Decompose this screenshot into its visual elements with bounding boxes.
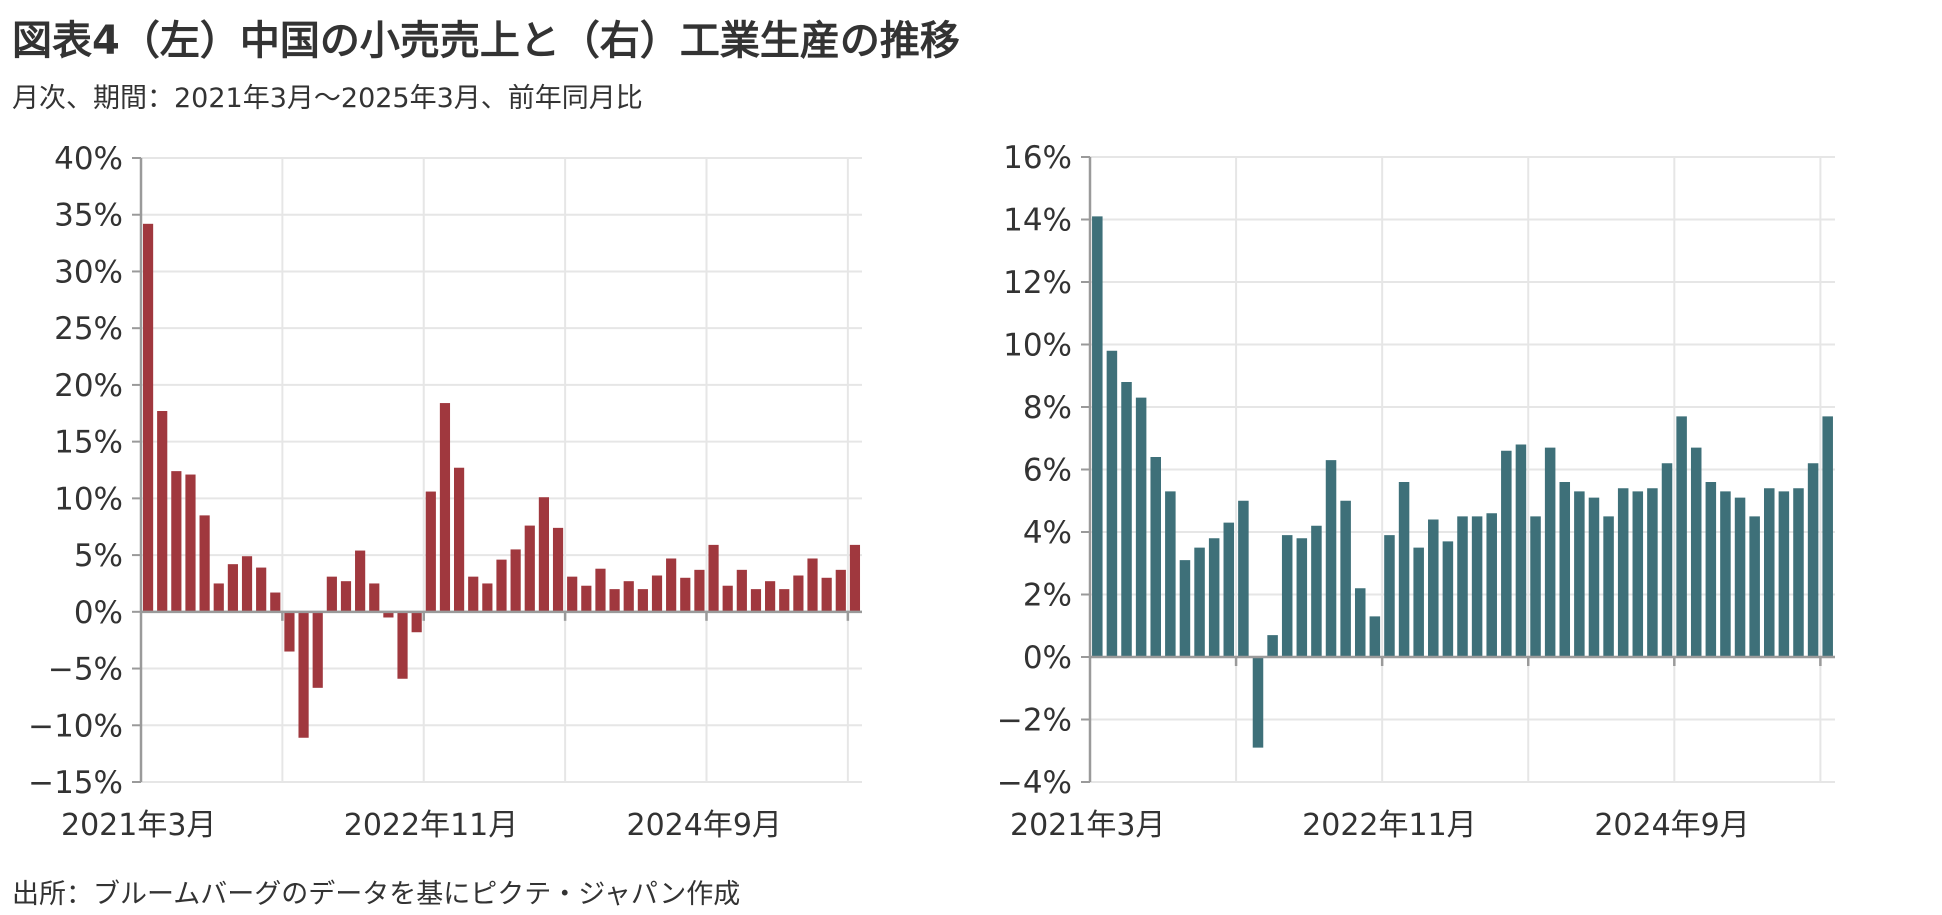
retail-bar — [567, 576, 578, 612]
retail-bar — [581, 585, 592, 612]
retail-bar — [538, 497, 550, 612]
retail-bar — [637, 589, 648, 612]
retail-bar — [807, 558, 818, 612]
retail-bar — [199, 515, 210, 612]
retail-bar — [312, 611, 323, 688]
retail-bar — [623, 581, 634, 612]
retail-bar — [722, 585, 733, 612]
retail-bar — [355, 550, 366, 612]
source-note: 出所：ブルームバーグのデータを基にピクテ・ジャパン作成 — [12, 879, 741, 910]
retail-bar — [468, 576, 479, 612]
retail-x-tick-label: 2022年11月 — [344, 808, 519, 843]
retail-bar — [680, 577, 691, 612]
retail-bar — [496, 559, 507, 612]
retail-bar — [835, 569, 846, 612]
retail-x-tick-label: 2024年9月 — [626, 808, 781, 843]
retail-bar — [694, 569, 705, 612]
retail-bar — [241, 556, 253, 612]
retail-bar — [284, 611, 295, 652]
retail-y-tick-label: −5% — [48, 652, 123, 688]
retail-bar — [326, 576, 337, 612]
retail-y-tick-label: 35% — [54, 198, 123, 234]
retail-bar — [185, 474, 196, 612]
retail-y-tick-label: 40% — [54, 141, 123, 177]
retail-bar — [439, 403, 451, 612]
retail-bar — [425, 491, 436, 612]
retail-bar — [213, 583, 224, 612]
retail-bar — [298, 611, 309, 738]
retail-bar — [411, 611, 422, 633]
retail-bar — [552, 527, 564, 612]
retail-bar — [453, 467, 465, 612]
retail-bar — [666, 558, 677, 612]
retail-bar — [171, 471, 182, 612]
retail-y-tick-label: 10% — [54, 481, 123, 517]
retail-bar — [609, 589, 620, 612]
retail-bar — [750, 589, 762, 612]
retail-y-tick-label: 15% — [54, 425, 123, 461]
retail-bar — [765, 581, 776, 612]
retail-y-tick-label: −10% — [28, 708, 123, 744]
retail-bar — [383, 611, 394, 618]
retail-bar — [821, 577, 832, 612]
retail-bar — [227, 564, 238, 612]
retail-y-tick-label: 0% — [74, 595, 123, 631]
retail-y-tick-label: 25% — [54, 311, 123, 347]
retail-bar — [157, 411, 168, 612]
retail-bar — [340, 581, 352, 612]
retail-bar — [651, 575, 663, 612]
retail-bar — [708, 544, 719, 612]
retail-y-tick-label: 20% — [54, 368, 123, 404]
page-title: 図表4（左）中国の小売売上と（右）工業生産の推移 — [12, 18, 960, 64]
retail-bar — [524, 525, 535, 612]
retail-y-tick-label: 30% — [54, 254, 123, 290]
retail-bar — [510, 549, 521, 612]
page-subtitle: 月次、期間：2021年3月～2025年3月、前年同月比 — [12, 83, 643, 114]
retail-bar — [793, 575, 804, 612]
retail-bar — [256, 567, 267, 612]
retail-bar — [369, 583, 380, 612]
retail-y-tick-label: −15% — [28, 765, 123, 801]
retail-y-tick-label: 5% — [74, 538, 123, 574]
retail-bar — [736, 569, 747, 612]
retail-bar — [849, 544, 861, 612]
retail-bar — [270, 592, 281, 612]
retail-bar — [142, 223, 154, 612]
retail-bar — [595, 568, 606, 612]
retail-bar — [779, 589, 790, 612]
retail-x-tick-label: 2021年3月 — [61, 808, 216, 843]
retail-bar — [482, 583, 493, 612]
retail-bar — [397, 611, 408, 679]
